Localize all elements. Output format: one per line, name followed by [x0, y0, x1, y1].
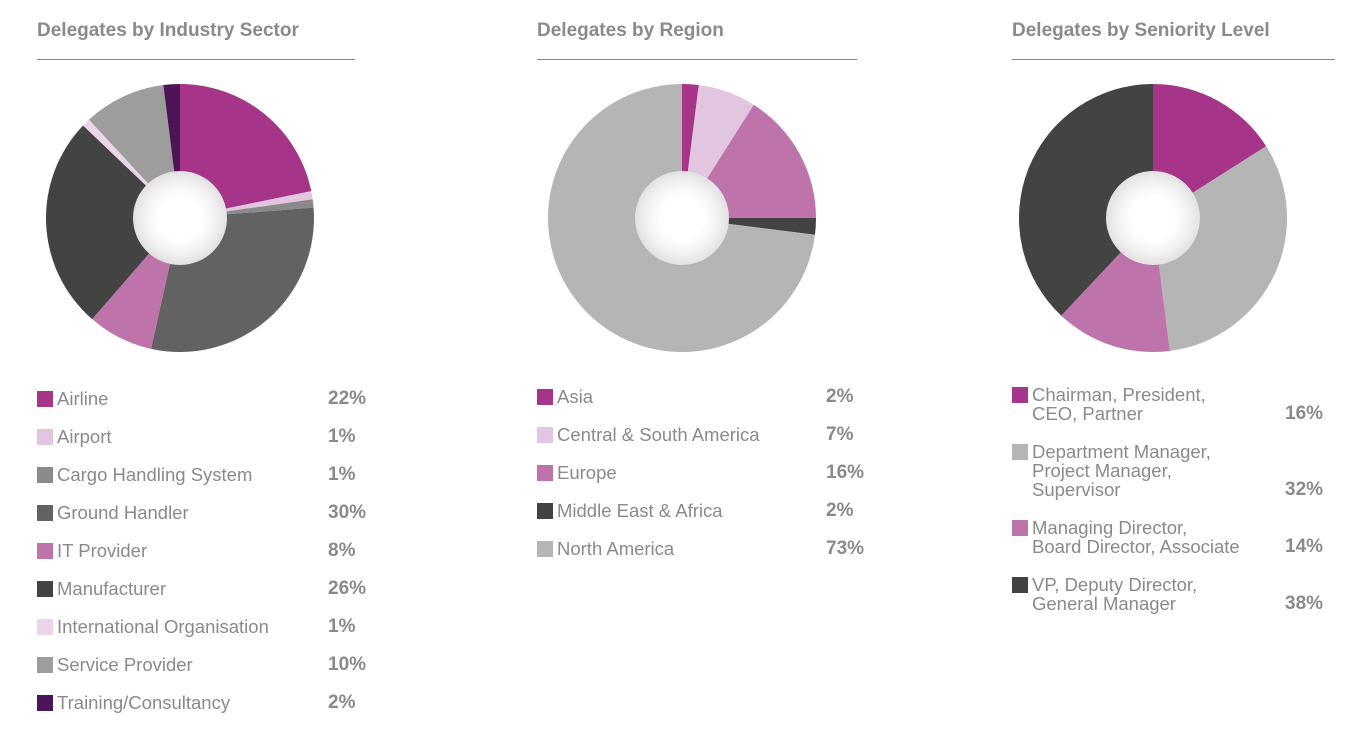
data-label: 73% — [826, 538, 865, 559]
legend-label: Central & South America — [557, 424, 760, 445]
legend-swatch — [1012, 444, 1028, 460]
legend-item: Ground Handler — [37, 503, 302, 522]
legend: Asia 2% Central & South America 7% Europe 16%… — [537, 387, 877, 727]
legend-label: Manufacturer — [57, 578, 166, 599]
data-label: 7% — [826, 424, 854, 445]
legend-swatch — [537, 465, 553, 481]
legend-item: IT Provider — [37, 541, 302, 560]
chart-title: Delegates by Region — [537, 20, 724, 41]
legend-swatch — [37, 391, 53, 407]
legend-swatch — [37, 695, 53, 711]
legend-item: Airline — [37, 389, 302, 408]
legend-label: VP, Deputy Director, General Manager — [1032, 574, 1198, 614]
legend-swatch — [537, 389, 553, 405]
data-label: 30% — [328, 502, 367, 523]
legend-item: Department Manager, Project Manager, Sup… — [1012, 442, 1277, 499]
legend-swatch — [37, 543, 53, 559]
data-label: 2% — [826, 500, 854, 521]
legend-item: International Organisation — [37, 617, 302, 636]
legend-label: Cargo Handling System — [57, 464, 253, 485]
title-divider — [537, 59, 857, 60]
title-divider — [1012, 59, 1335, 60]
legend-label: Ground Handler — [57, 502, 189, 523]
chart-region: Delegates by Region Asia 2% Central & Sout… — [537, 0, 877, 733]
chart-title: Delegates by Industry Sector — [37, 20, 299, 41]
legend-label: Managing Director, Board Director, Assoc… — [1032, 517, 1240, 557]
chart-industry: Delegates by Industry Sector Airline 22% A… — [37, 0, 377, 733]
legend-label: Middle East & Africa — [557, 500, 723, 521]
pie-center-hole — [133, 171, 227, 265]
legend-item: Managing Director, Board Director, Assoc… — [1012, 518, 1277, 556]
pie-center-hole — [635, 171, 729, 265]
data-label: 2% — [328, 692, 356, 713]
legend-item: Training/Consultancy — [37, 693, 302, 712]
data-label: 38% — [1285, 593, 1324, 614]
legend-swatch — [1012, 387, 1028, 403]
data-label: 16% — [1285, 403, 1324, 424]
legend: Chairman, President, CEO, Partner 16% Depa… — [1012, 385, 1352, 725]
legend-swatch — [537, 541, 553, 557]
data-label: 14% — [1285, 536, 1324, 557]
legend-swatch — [1012, 520, 1028, 536]
legend-label: North America — [557, 538, 675, 559]
legend: Airline 22% Airport 1% Cargo Handling System… — [37, 389, 377, 729]
title-divider — [37, 59, 355, 60]
legend-swatch — [537, 427, 553, 443]
legend-item: Airport — [37, 427, 302, 446]
data-label: 22% — [328, 388, 367, 409]
legend-item: North America — [537, 539, 802, 558]
legend-item: VP, Deputy Director, General Manager — [1012, 575, 1277, 613]
pie-chart — [548, 84, 816, 353]
data-label: 26% — [328, 578, 367, 599]
data-label: 16% — [826, 462, 865, 483]
pie-slice — [1019, 84, 1153, 316]
legend-label: Chairman, President, CEO, Partner — [1032, 384, 1206, 424]
data-label: 32% — [1285, 479, 1324, 500]
data-label: 8% — [328, 540, 356, 561]
legend-label: Training/Consultancy — [57, 692, 231, 713]
data-label: 2% — [826, 386, 854, 407]
data-label: 10% — [328, 654, 367, 675]
legend-item: Asia — [537, 387, 802, 406]
data-label: 1% — [328, 464, 356, 485]
pie-center-hole — [1106, 171, 1200, 265]
pie-slice — [46, 125, 180, 320]
legend-item: Chairman, President, CEO, Partner — [1012, 385, 1277, 423]
legend-label: IT Provider — [57, 540, 148, 561]
legend-item: Manufacturer — [37, 579, 302, 598]
chart-seniority: Delegates by Seniority Level Chairman, P… — [1012, 0, 1352, 733]
legend-item: Europe — [537, 463, 802, 482]
legend-swatch — [1012, 577, 1028, 593]
legend-item: Service Provider — [37, 655, 302, 674]
legend-item: Central & South America — [537, 425, 802, 444]
legend-label: Airport — [57, 426, 112, 447]
legend-label: Airline — [57, 388, 109, 409]
legend-label: Department Manager, Project Manager, Sup… — [1032, 441, 1211, 500]
legend-label: International Organisation — [57, 616, 269, 637]
legend-item: Middle East & Africa — [537, 501, 802, 520]
legend-item: Cargo Handling System — [37, 465, 302, 484]
legend-label: Service Provider — [57, 654, 193, 675]
chart-title: Delegates by Seniority Level — [1012, 20, 1270, 41]
pie-chart — [46, 84, 314, 352]
legend-label: Asia — [557, 386, 593, 407]
legend-swatch — [537, 503, 553, 519]
legend-swatch — [37, 505, 53, 521]
legend-swatch — [37, 429, 53, 445]
legend-swatch — [37, 619, 53, 635]
data-label: 1% — [328, 616, 356, 637]
pie-chart — [1019, 84, 1287, 352]
legend-swatch — [37, 467, 53, 483]
legend-swatch — [37, 657, 53, 673]
data-label: 1% — [328, 426, 356, 447]
legend-swatch — [37, 581, 53, 597]
legend-label: Europe — [557, 462, 617, 483]
